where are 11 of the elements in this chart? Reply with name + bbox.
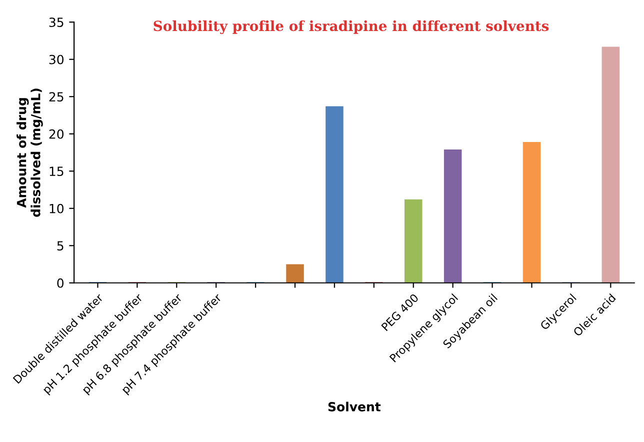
y-tick-label: 15 [50, 166, 64, 176]
y-tick-label: 10 [50, 204, 64, 214]
y-tick-label: 25 [49, 92, 64, 102]
x-axis-title: Solvent [328, 402, 381, 412]
y-tick-label: 20 [49, 129, 64, 139]
y-tick-label: 35 [49, 18, 64, 28]
y-axis-title: Amount of drug dissolved (mg/mL) [16, 88, 43, 217]
y-tick-label: 30 [49, 54, 64, 64]
y-tick-label: 5 [57, 241, 64, 251]
chart-title: Solubility profile of isradipine in different solvents [154, 20, 549, 34]
y-tick-label: 0 [57, 278, 64, 288]
